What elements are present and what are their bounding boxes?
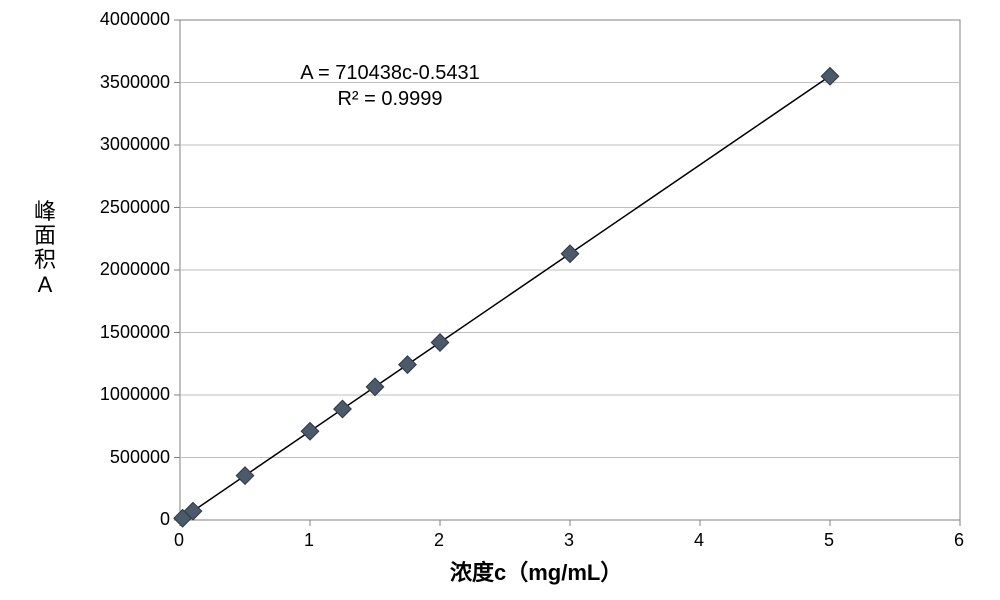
- x-tick-label: 6: [954, 530, 964, 551]
- x-tick-label: 3: [564, 530, 574, 551]
- r-squared-line: R² = 0.9999: [260, 86, 520, 112]
- y-axis-label-text: 峰面积A: [34, 199, 56, 297]
- regression-annotation: A = 710438c-0.5431 R² = 0.9999: [260, 60, 520, 112]
- y-tick-label: 3000000: [100, 134, 170, 155]
- y-tick-label: 1500000: [100, 322, 170, 343]
- x-tick-label: 2: [434, 530, 444, 551]
- equation-line: A = 710438c-0.5431: [260, 60, 520, 86]
- y-tick-label: 1000000: [100, 384, 170, 405]
- y-tick-label: 2500000: [100, 197, 170, 218]
- x-axis-label-text: 浓度c（mg/mL）: [450, 560, 622, 585]
- x-tick-label: 1: [304, 530, 314, 551]
- y-tick-label: 4000000: [100, 9, 170, 30]
- x-axis-label: 浓度c（mg/mL）: [450, 555, 622, 587]
- y-tick-label: 3500000: [100, 72, 170, 93]
- y-tick-label: 2000000: [100, 259, 170, 280]
- x-tick-label: 0: [174, 530, 184, 551]
- y-tick-label: 500000: [110, 447, 170, 468]
- y-axis-label: 峰面积A: [30, 200, 60, 297]
- calibration-chart: 峰面积A 浓度c（mg/mL） A = 710438c-0.5431 R² = …: [0, 0, 1000, 600]
- y-tick-label: 0: [160, 509, 170, 530]
- x-tick-label: 4: [694, 530, 704, 551]
- x-tick-label: 5: [824, 530, 834, 551]
